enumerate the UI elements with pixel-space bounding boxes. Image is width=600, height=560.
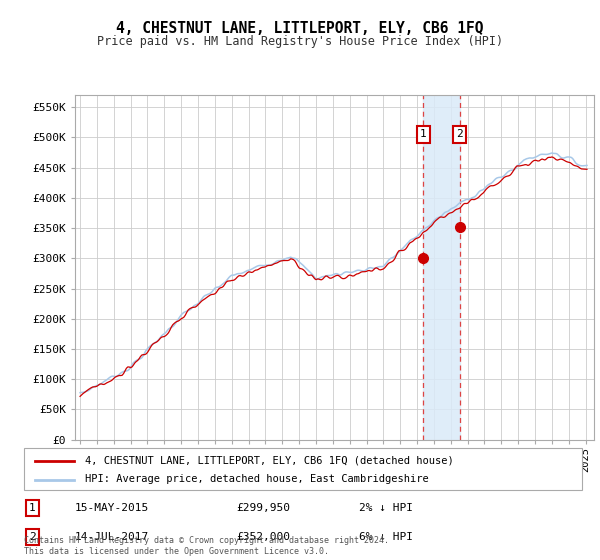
Text: 4, CHESTNUT LANE, LITTLEPORT, ELY, CB6 1FQ (detached house): 4, CHESTNUT LANE, LITTLEPORT, ELY, CB6 1… [85,456,454,465]
Text: HPI: Average price, detached house, East Cambridgeshire: HPI: Average price, detached house, East… [85,474,429,484]
Text: 6% ↓ HPI: 6% ↓ HPI [359,532,413,542]
Text: 2: 2 [29,532,36,542]
Text: £352,000: £352,000 [236,532,290,542]
Text: 15-MAY-2015: 15-MAY-2015 [74,503,148,513]
Text: £299,950: £299,950 [236,503,290,513]
Text: 1: 1 [420,129,427,139]
Text: 2% ↓ HPI: 2% ↓ HPI [359,503,413,513]
Text: Contains HM Land Registry data © Crown copyright and database right 2024.
This d: Contains HM Land Registry data © Crown c… [24,536,389,556]
Text: 14-JUL-2017: 14-JUL-2017 [74,532,148,542]
Text: Price paid vs. HM Land Registry's House Price Index (HPI): Price paid vs. HM Land Registry's House … [97,35,503,48]
Text: 4, CHESTNUT LANE, LITTLEPORT, ELY, CB6 1FQ: 4, CHESTNUT LANE, LITTLEPORT, ELY, CB6 1… [116,21,484,36]
Text: 1: 1 [29,503,36,513]
FancyBboxPatch shape [24,448,582,490]
Bar [424,95,460,440]
Text: 2: 2 [457,129,463,139]
